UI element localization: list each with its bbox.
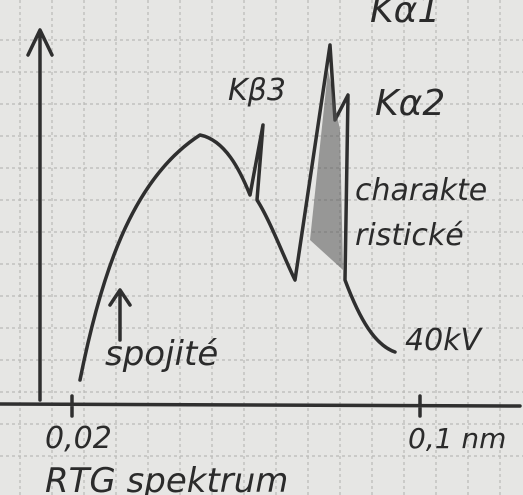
label-voltage: 40kV (405, 323, 484, 358)
label-x-end: 0,1 nm (408, 422, 506, 455)
notebook-sketch: Kα1 Kβ3 Kα2 charakte ristické spojité 40… (0, 0, 523, 495)
label-k-alpha-1: Kα1 (370, 0, 440, 31)
label-characteristic-2: ristické (355, 218, 464, 253)
label-x-start: 0,02 (45, 421, 112, 456)
label-k-beta-3: Kβ3 (228, 73, 286, 108)
caption: RTG spektrum (45, 461, 288, 495)
label-characteristic-1: charakte (355, 173, 487, 208)
label-continuous: spojité (105, 334, 218, 374)
label-k-alpha-2: Kα2 (375, 83, 445, 124)
